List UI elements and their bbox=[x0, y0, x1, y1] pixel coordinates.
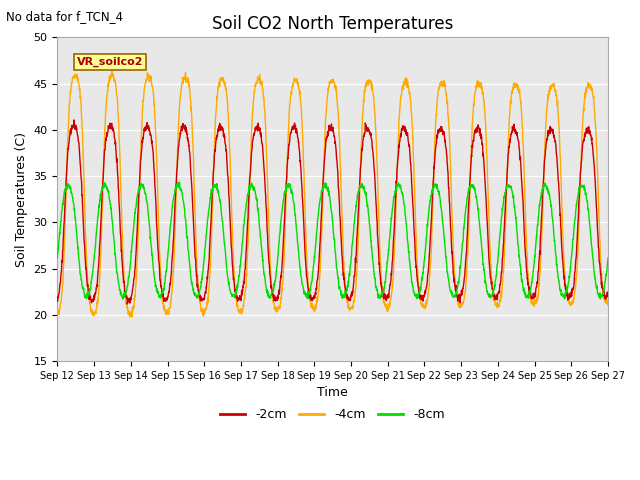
Text: No data for f_TCN_4: No data for f_TCN_4 bbox=[6, 10, 124, 23]
Y-axis label: Soil Temperatures (C): Soil Temperatures (C) bbox=[15, 132, 28, 267]
Text: VR_soilco2: VR_soilco2 bbox=[77, 57, 143, 67]
Title: Soil CO2 North Temperatures: Soil CO2 North Temperatures bbox=[212, 15, 453, 33]
Legend: -2cm, -4cm, -8cm: -2cm, -4cm, -8cm bbox=[216, 403, 450, 426]
X-axis label: Time: Time bbox=[317, 386, 348, 399]
